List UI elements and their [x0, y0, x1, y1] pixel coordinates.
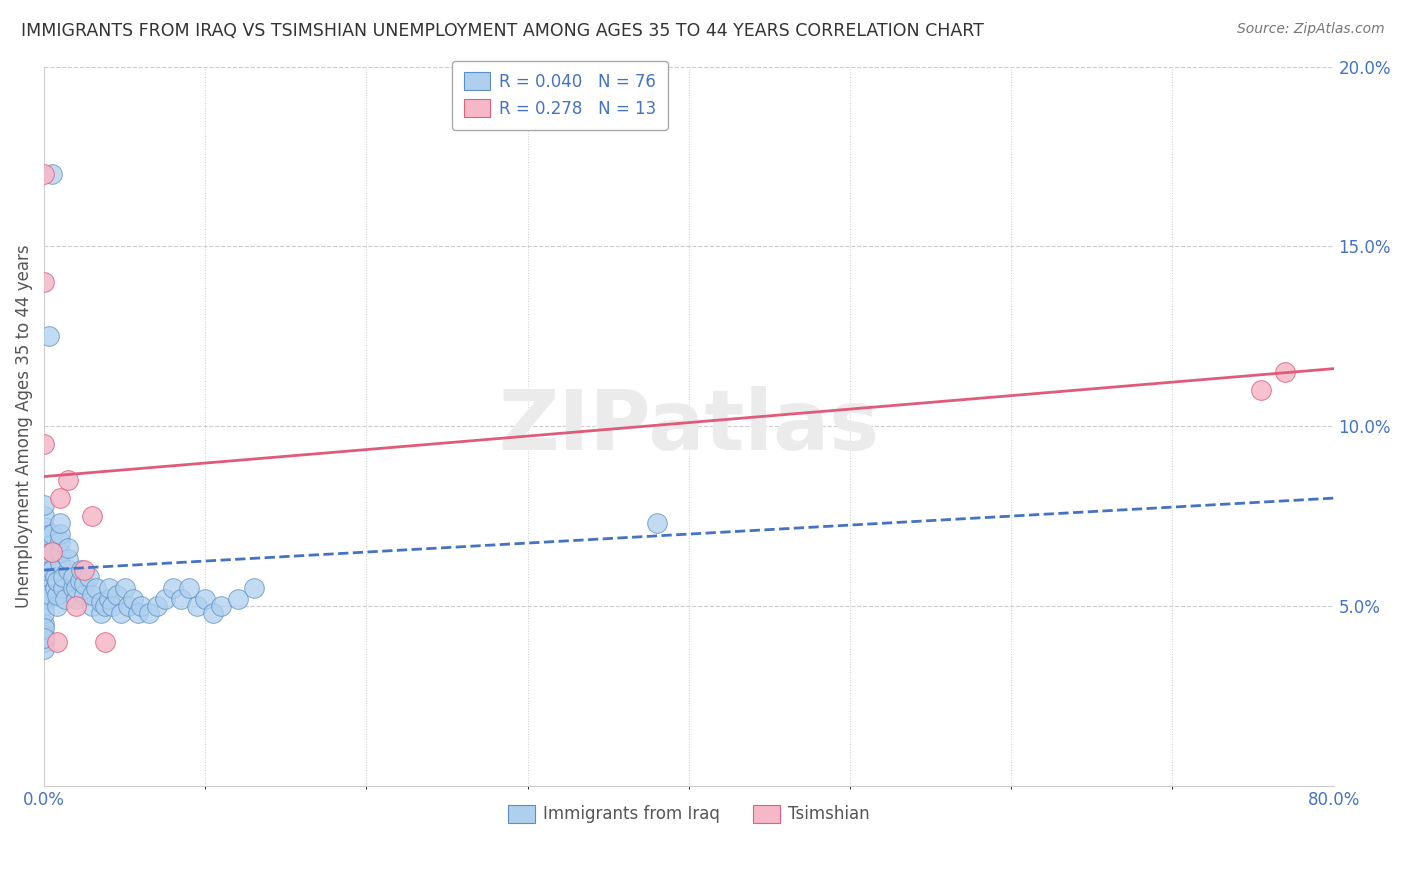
- Point: [44, 581, 66, 595]
- Point: [32, 276, 55, 290]
- Point: [32, 545, 55, 559]
- Point: [62, 570, 84, 584]
- Text: IMMIGRANTS FROM IRAQ VS TSIMSHIAN UNEMPLOYMENT AMONG AGES 35 TO 44 YEARS CORRELA: IMMIGRANTS FROM IRAQ VS TSIMSHIAN UNEMPL…: [21, 22, 984, 40]
- Point: [41, 545, 63, 559]
- Point: [32, 563, 55, 577]
- Point: [32, 527, 55, 541]
- Point: [62, 581, 84, 595]
- Point: [49, 556, 72, 570]
- Point: [58, 473, 80, 487]
- Point: [146, 599, 169, 613]
- Point: [41, 563, 63, 577]
- Point: [73, 577, 96, 591]
- Point: [32, 635, 55, 649]
- Point: [117, 599, 139, 613]
- Point: [32, 498, 55, 512]
- Point: [32, 642, 55, 657]
- Point: [32, 570, 55, 584]
- Point: [73, 588, 96, 602]
- Point: [114, 581, 136, 595]
- Point: [82, 509, 104, 524]
- Point: [94, 635, 117, 649]
- Point: [179, 581, 201, 595]
- Point: [89, 595, 111, 609]
- Point: [32, 617, 55, 632]
- Point: [101, 599, 124, 613]
- Point: [49, 491, 72, 505]
- Point: [53, 591, 76, 606]
- Point: [32, 588, 55, 602]
- Point: [94, 599, 117, 613]
- Point: [32, 632, 55, 646]
- Point: [82, 599, 104, 613]
- Point: [32, 520, 55, 534]
- Point: [32, 606, 55, 620]
- Point: [46, 588, 69, 602]
- Point: [32, 581, 55, 595]
- Point: [162, 581, 184, 595]
- Point: [65, 581, 87, 595]
- Point: [194, 591, 217, 606]
- Point: [41, 168, 63, 182]
- Point: [84, 581, 107, 595]
- Text: Source: ZipAtlas.com: Source: ZipAtlas.com: [1237, 22, 1385, 37]
- Point: [1274, 365, 1296, 379]
- Point: [32, 168, 55, 182]
- Point: [170, 591, 193, 606]
- Point: [49, 516, 72, 531]
- Point: [49, 545, 72, 559]
- Point: [52, 570, 75, 584]
- Point: [1250, 383, 1272, 397]
- Point: [32, 591, 55, 606]
- Point: [32, 509, 55, 524]
- Point: [97, 581, 120, 595]
- Point: [209, 599, 232, 613]
- Point: [58, 541, 80, 556]
- Point: [46, 635, 69, 649]
- Point: [127, 606, 149, 620]
- Point: [58, 552, 80, 566]
- Point: [97, 591, 120, 606]
- Point: [89, 606, 111, 620]
- Point: [65, 591, 87, 606]
- Point: [38, 329, 60, 343]
- Y-axis label: Unemployment Among Ages 35 to 44 years: Unemployment Among Ages 35 to 44 years: [15, 244, 32, 608]
- Point: [110, 606, 132, 620]
- Point: [105, 588, 128, 602]
- Point: [645, 516, 668, 531]
- Point: [32, 628, 55, 642]
- Point: [32, 538, 55, 552]
- Point: [46, 574, 69, 588]
- Point: [129, 599, 152, 613]
- Point: [138, 606, 160, 620]
- Point: [52, 581, 75, 595]
- Legend: Immigrants from Iraq, Tsimshian: Immigrants from Iraq, Tsimshian: [496, 793, 882, 835]
- Point: [46, 599, 69, 613]
- Point: [32, 599, 55, 613]
- Point: [73, 563, 96, 577]
- Point: [32, 437, 55, 451]
- Point: [32, 621, 55, 635]
- Point: [41, 545, 63, 559]
- Point: [49, 527, 72, 541]
- Point: [153, 591, 176, 606]
- Point: [69, 574, 91, 588]
- Point: [186, 599, 208, 613]
- Point: [226, 591, 249, 606]
- Point: [242, 581, 264, 595]
- Point: [82, 588, 104, 602]
- Point: [44, 570, 66, 584]
- Point: [65, 599, 87, 613]
- Point: [32, 556, 55, 570]
- Point: [121, 591, 143, 606]
- Text: ZIPatlas: ZIPatlas: [498, 385, 879, 467]
- Point: [41, 527, 63, 541]
- Point: [58, 563, 80, 577]
- Point: [202, 606, 225, 620]
- Point: [49, 534, 72, 549]
- Point: [77, 570, 100, 584]
- Point: [70, 563, 93, 577]
